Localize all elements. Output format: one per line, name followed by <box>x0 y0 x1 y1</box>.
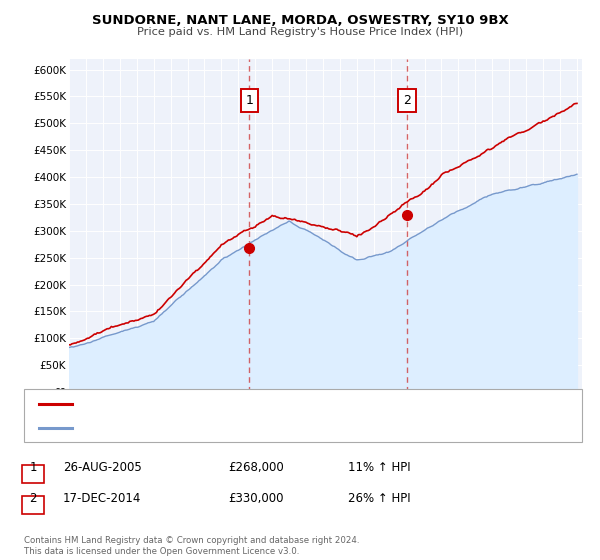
Text: £330,000: £330,000 <box>228 492 284 505</box>
Text: 1: 1 <box>29 461 37 474</box>
Text: 2: 2 <box>29 492 37 505</box>
Text: 11% ↑ HPI: 11% ↑ HPI <box>348 461 410 474</box>
Text: SUNDORNE, NANT LANE, MORDA, OSWESTRY, SY10 9BX: SUNDORNE, NANT LANE, MORDA, OSWESTRY, SY… <box>92 14 508 27</box>
Text: HPI: Average price, detached house, Shropshire: HPI: Average price, detached house, Shro… <box>79 422 328 432</box>
Text: SUNDORNE, NANT LANE, MORDA, OSWESTRY, SY10 9BX (detached house): SUNDORNE, NANT LANE, MORDA, OSWESTRY, SY… <box>79 399 466 409</box>
Text: 2: 2 <box>403 94 411 107</box>
Text: £268,000: £268,000 <box>228 461 284 474</box>
Text: Contains HM Land Registry data © Crown copyright and database right 2024.
This d: Contains HM Land Registry data © Crown c… <box>24 536 359 556</box>
Text: Price paid vs. HM Land Registry's House Price Index (HPI): Price paid vs. HM Land Registry's House … <box>137 27 463 37</box>
Text: 17-DEC-2014: 17-DEC-2014 <box>63 492 142 505</box>
Text: 26-AUG-2005: 26-AUG-2005 <box>63 461 142 474</box>
Text: 1: 1 <box>245 94 253 107</box>
Text: 26% ↑ HPI: 26% ↑ HPI <box>348 492 410 505</box>
